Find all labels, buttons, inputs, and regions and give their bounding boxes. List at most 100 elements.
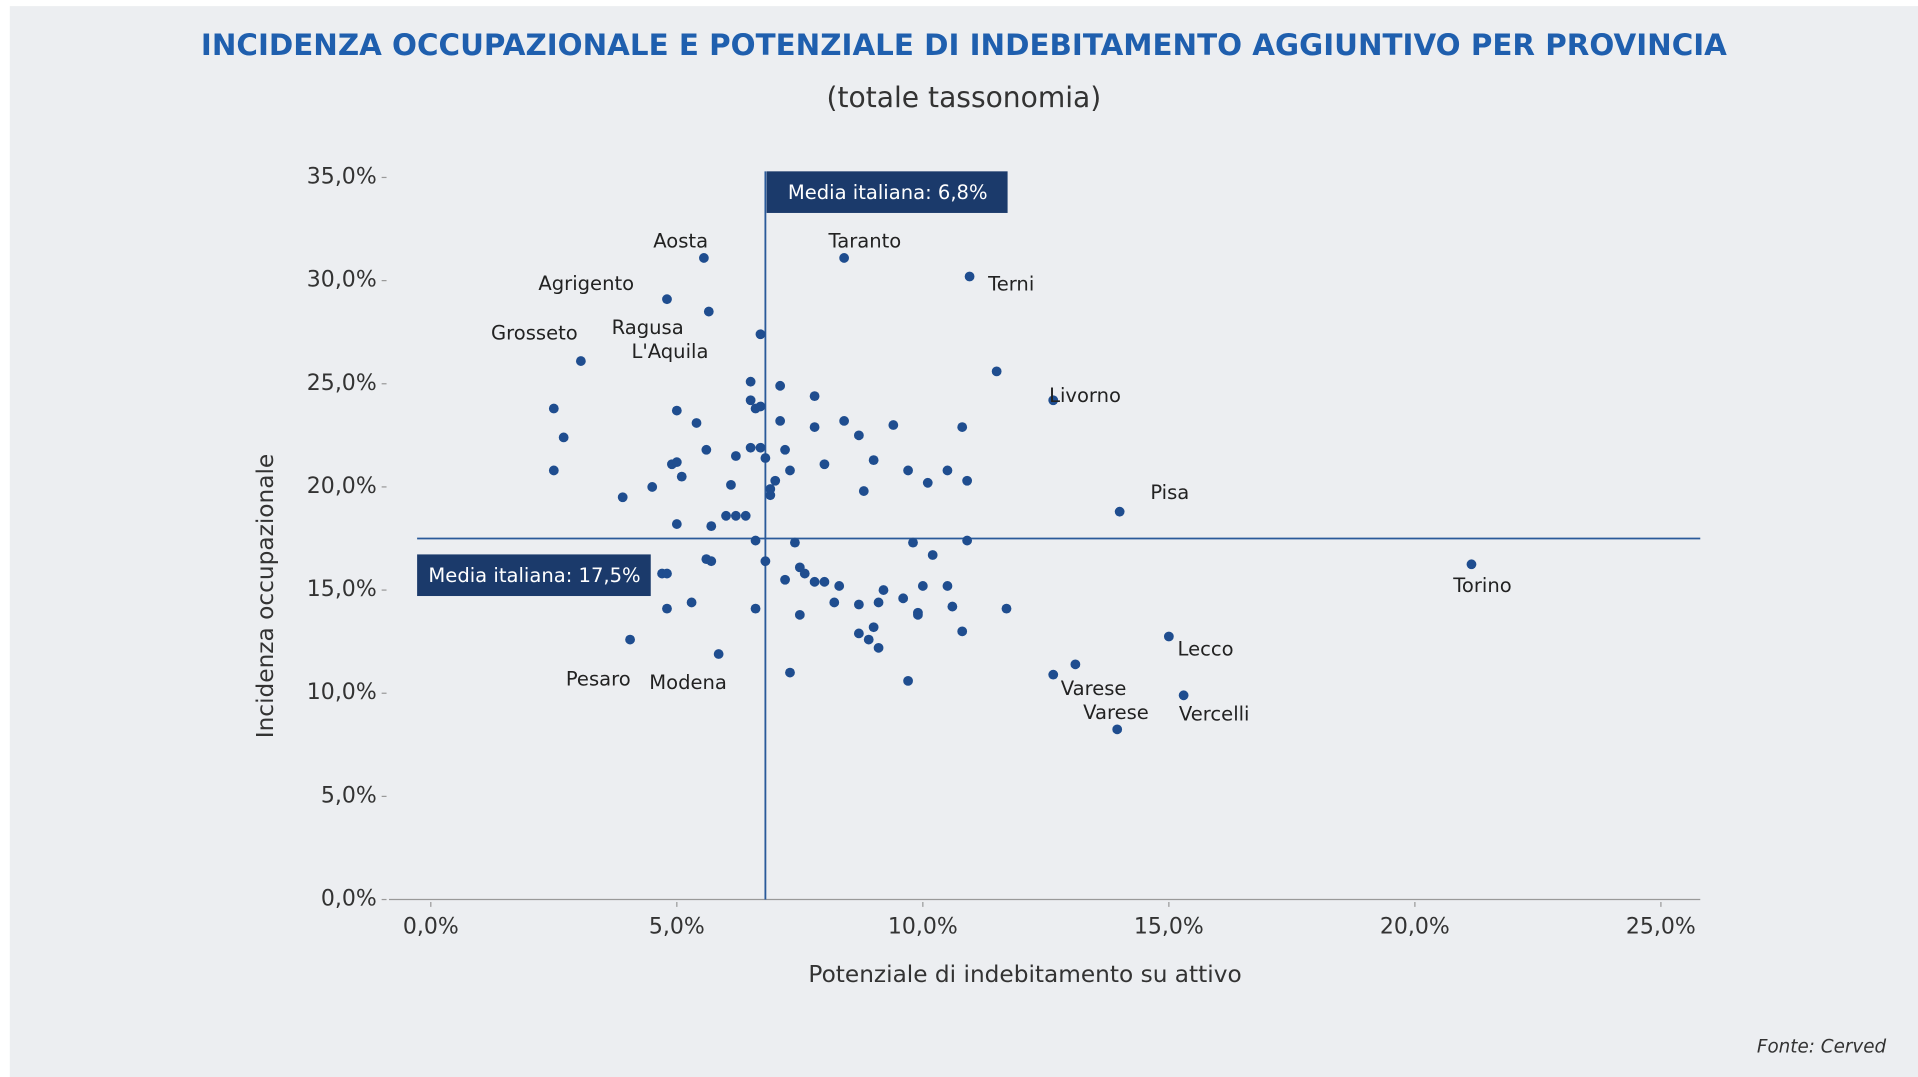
point <box>1178 690 1189 701</box>
point-label: Pisa <box>1150 481 1189 504</box>
point <box>794 609 805 620</box>
y-tick-label: 10,0% <box>307 680 377 705</box>
reference-label: Media italiana: 6,8% <box>788 181 988 204</box>
point <box>750 603 761 614</box>
point-label: L'Aquila <box>631 340 708 363</box>
point <box>942 465 953 476</box>
point <box>873 642 884 653</box>
point <box>730 510 741 521</box>
point <box>625 634 635 645</box>
point <box>740 510 751 521</box>
point <box>775 380 786 391</box>
point-label: Varese <box>1083 701 1149 724</box>
point-label: Terni <box>987 273 1034 296</box>
y-axis-label: Incidenza occupazionale <box>252 454 279 739</box>
point <box>671 457 682 468</box>
point <box>858 486 869 496</box>
point <box>917 581 928 591</box>
point <box>839 416 850 426</box>
point <box>686 597 697 608</box>
point <box>647 482 658 492</box>
source-note: Fonte: Cerved <box>1757 1037 1887 1058</box>
point <box>809 576 820 587</box>
point-label: Varese <box>1061 677 1127 700</box>
x-tick-label: 15,0% <box>1134 915 1204 940</box>
point <box>962 475 973 486</box>
point <box>853 599 864 610</box>
point <box>957 626 968 637</box>
point <box>706 556 717 567</box>
point-label: Modena <box>649 671 727 694</box>
point <box>913 609 923 620</box>
point <box>671 519 682 529</box>
point <box>853 628 864 639</box>
point <box>790 537 800 548</box>
point <box>868 622 879 633</box>
point-label: Livorno <box>1049 384 1121 407</box>
point <box>799 568 810 579</box>
point <box>706 521 717 532</box>
point <box>1112 724 1123 735</box>
point <box>964 271 975 282</box>
y-tick-label: 30,0% <box>307 268 377 293</box>
point <box>873 597 884 608</box>
point <box>721 510 731 521</box>
point <box>765 484 776 494</box>
point <box>780 444 790 455</box>
y-tick-label: 15,0% <box>307 577 377 602</box>
point <box>947 601 958 612</box>
point-label: Pesaro <box>566 667 631 690</box>
point <box>962 535 973 546</box>
point <box>927 550 938 560</box>
point <box>922 477 933 488</box>
x-axis-label: Potenziale di indebitamento su attivo <box>808 961 1241 988</box>
point <box>662 568 672 579</box>
point-label: Vercelli <box>1179 702 1250 725</box>
point <box>755 401 766 412</box>
point <box>775 416 786 426</box>
point <box>809 391 820 402</box>
point <box>903 465 913 476</box>
chart-subtitle: (totale tassonomia) <box>827 81 1102 114</box>
point <box>662 294 672 305</box>
point-label: Grosseto <box>491 322 578 345</box>
point <box>839 253 850 263</box>
point <box>1114 506 1125 517</box>
point <box>701 444 712 455</box>
point <box>726 479 736 490</box>
point <box>868 455 879 465</box>
point <box>676 471 687 482</box>
x-tick-label: 10,0% <box>888 915 958 940</box>
y-tick-label: 25,0% <box>307 371 377 396</box>
point <box>760 556 771 567</box>
point <box>834 581 845 591</box>
point <box>755 329 766 340</box>
point <box>1048 395 1059 406</box>
y-tick-label: 5,0% <box>321 783 377 808</box>
point <box>730 451 741 461</box>
point <box>957 422 968 432</box>
point <box>853 430 864 441</box>
point <box>819 576 830 587</box>
x-tick-label: 5,0% <box>649 915 705 940</box>
point <box>819 459 830 470</box>
point <box>745 376 756 387</box>
point <box>698 253 709 263</box>
y-tick-label: 20,0% <box>307 474 377 499</box>
x-tick-label: 20,0% <box>1380 915 1450 940</box>
point <box>785 667 795 678</box>
point-label: Aosta <box>653 230 708 253</box>
point <box>863 634 874 645</box>
point <box>770 475 781 486</box>
point-label: Agrigento <box>538 272 634 295</box>
point-label: Torino <box>1452 574 1511 597</box>
point <box>755 442 766 453</box>
point <box>713 649 724 659</box>
point <box>750 535 761 546</box>
reference-label-box <box>766 171 1008 213</box>
point <box>991 366 1002 377</box>
point <box>878 585 889 595</box>
point <box>745 442 756 453</box>
point <box>1163 631 1174 642</box>
